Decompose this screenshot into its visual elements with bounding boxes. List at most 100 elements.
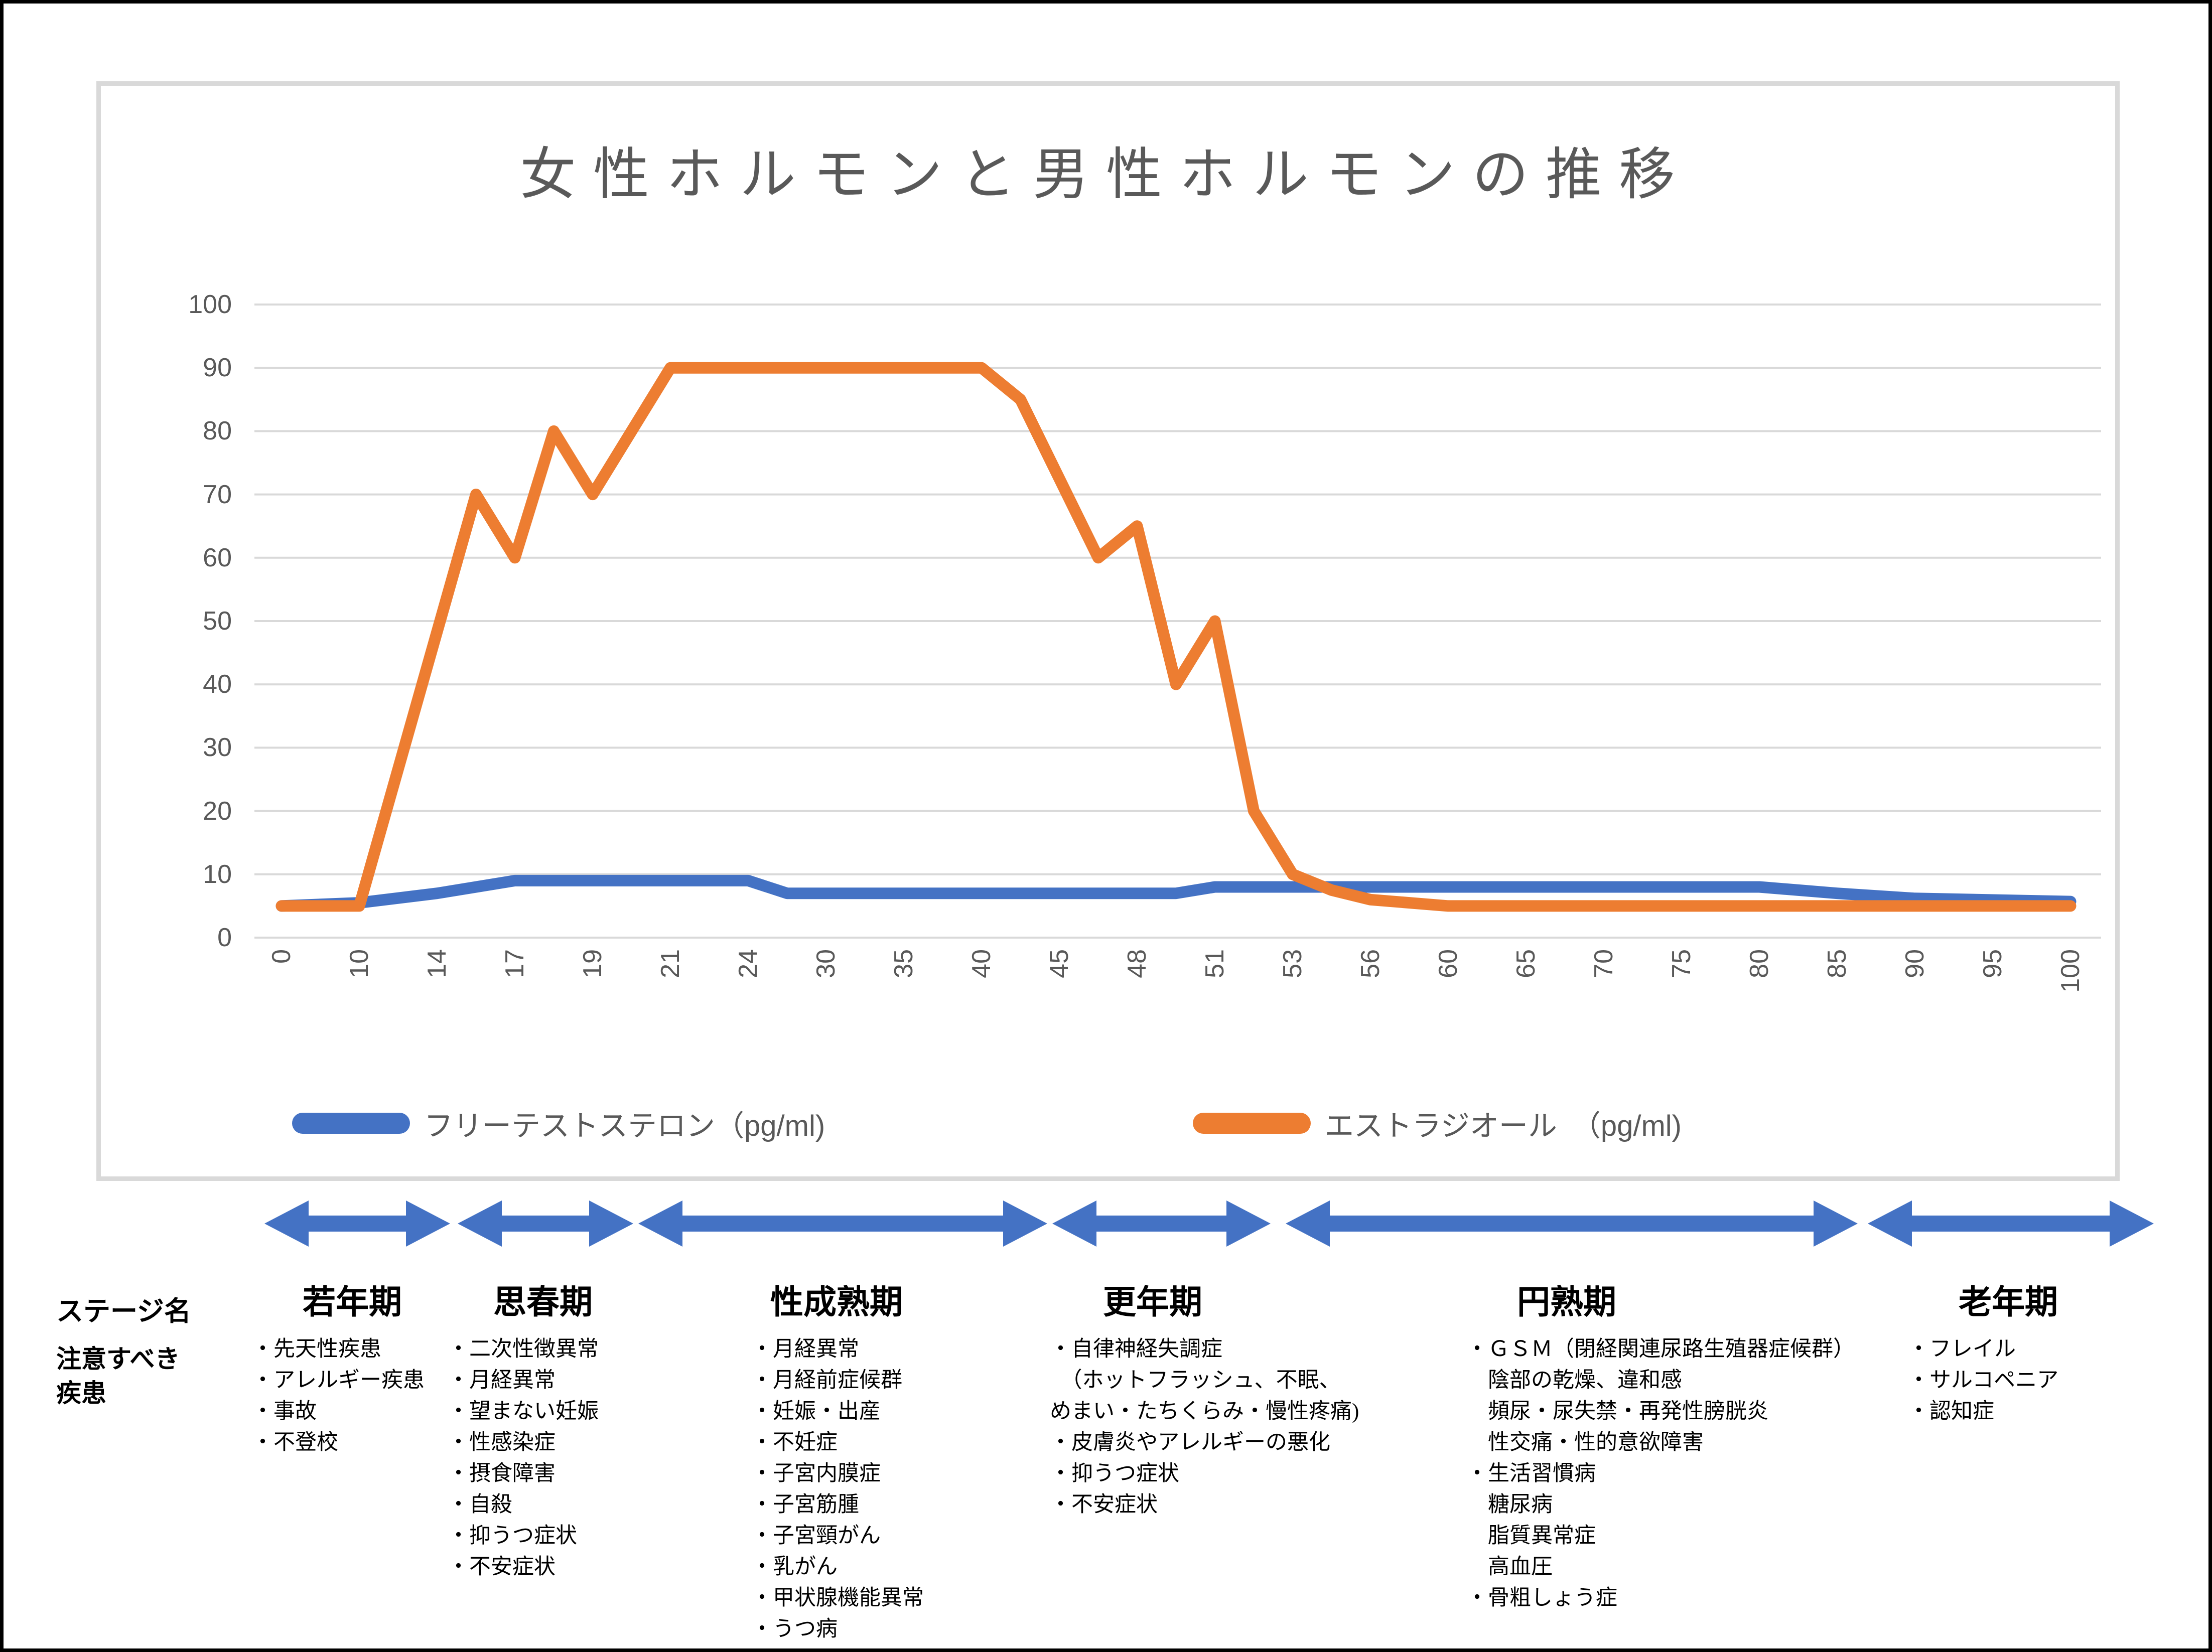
- disease-item: 糖尿病: [1466, 1493, 1553, 1517]
- x-tick-label: 45: [1045, 949, 1074, 978]
- disease-list-4: ・自律神経失調症 （ホットフラッシュ、不眠、 めまい・たちくらみ・慢性疼痛) ・皮膚…: [1050, 1334, 1359, 1521]
- stage-arrow: [1868, 1200, 2154, 1247]
- disease-item: ・事故: [252, 1400, 317, 1423]
- disease-list-2: ・二次性徴異常 ・月経異常・望まない妊娠 ・性感染症・摂食障害・自殺・抑うつ症状 ・不…: [448, 1334, 599, 1583]
- disease-item: ・子宮内膜症: [751, 1462, 881, 1485]
- chart-title: 女性ホルモンと男性ホルモンの推移: [520, 143, 1692, 206]
- x-tick-label: 17: [500, 949, 529, 978]
- chart-card: [96, 81, 2120, 1181]
- disease-item: 高血圧: [1466, 1555, 1553, 1579]
- row-header-diseases-line: 疾患: [56, 1379, 106, 1407]
- disease-item: ・自律神経失調症: [1050, 1337, 1222, 1361]
- disease-item: ・先天性疾患: [252, 1337, 381, 1361]
- y-tick-label: 70: [203, 480, 232, 509]
- disease-item: ・アレルギー疾患: [252, 1369, 425, 1392]
- y-tick-label: 30: [203, 733, 232, 763]
- legend-item-testosterone: フリーテストステロン（pg/ml): [292, 1102, 825, 1144]
- disease-item: 陰部の乾燥、違和感: [1466, 1369, 1682, 1392]
- disease-item: ・皮膚炎やアレルギーの悪化: [1050, 1431, 1330, 1454]
- x-tick-label: 90: [1900, 949, 1929, 978]
- disease-item: ・月経前症候群: [751, 1369, 902, 1392]
- disease-item: （ホットフラッシュ、不眠、: [1050, 1369, 1341, 1392]
- y-tick-label: 0: [217, 923, 232, 952]
- x-tick-label: 60: [1434, 949, 1463, 978]
- x-tick-label: 70: [1589, 949, 1618, 978]
- disease-list-3: ・月経異常・月経前症候群 ・妊娠・出産 ・不妊症・子宮内膜症 ・子宮筋腫・子宮頸がん・…: [751, 1334, 924, 1645]
- disease-item: ・サルコペニア: [1908, 1369, 2059, 1392]
- row-header-diseases: 注意すべき 疾患: [56, 1342, 180, 1410]
- row-header-stage-name: ステージ名: [56, 1296, 191, 1326]
- x-tick-label: 75: [1667, 949, 1696, 978]
- x-tick-label: 85: [1823, 949, 1852, 978]
- disease-item: ・認知症: [1908, 1400, 1994, 1423]
- disease-item: ・子宮頸がん: [751, 1524, 881, 1548]
- disease-item: ・不安症状: [1050, 1493, 1158, 1517]
- disease-item: ・子宮筋腫: [751, 1493, 859, 1517]
- legend-swatch-testosterone: [292, 1113, 410, 1134]
- stage-arrow: [1286, 1200, 1858, 1247]
- disease-item: ・ＧＳＭ（閉経関連尿路生殖器症候群）: [1466, 1337, 1855, 1361]
- disease-item: ・抑うつ症状: [448, 1524, 577, 1548]
- disease-list-1: ・先天性疾患・アレルギー疾患 ・事故・不登校: [252, 1334, 425, 1458]
- x-tick-label: 24: [734, 949, 763, 978]
- disease-item: ・不安症状: [448, 1555, 556, 1579]
- stage-arrow: [1052, 1200, 1271, 1247]
- y-tick-label: 80: [203, 416, 232, 446]
- legend-label-estradiol: エストラジオール （pg/ml): [1325, 1110, 1682, 1142]
- disease-item: ・月経異常: [448, 1369, 556, 1392]
- disease-item: ・骨粗しょう症: [1466, 1586, 1617, 1610]
- disease-item: ・摂食障害: [448, 1462, 556, 1485]
- x-tick-label: 0: [267, 949, 296, 964]
- disease-item: ・性感染症: [448, 1431, 556, 1454]
- stage-name-5: 円熟期: [1517, 1284, 1616, 1321]
- y-tick-label: 10: [203, 859, 232, 889]
- disease-list-5: ・ＧＳＭ（閉経関連尿路生殖器症候群） 陰部の乾燥、違和感 頻尿・尿失禁・再発性膀…: [1466, 1334, 1855, 1614]
- stage-name-4: 更年期: [1103, 1284, 1202, 1321]
- x-tick-label: 35: [889, 949, 918, 978]
- disease-item: ・自殺: [448, 1493, 512, 1517]
- x-tick-label: 65: [1511, 949, 1541, 978]
- disease-item: ・妊娠・出産: [751, 1400, 881, 1423]
- x-tick-label: 40: [967, 949, 996, 978]
- disease-item: ・乳がん: [751, 1555, 838, 1579]
- disease-item: 性交痛・性的意欲障害: [1466, 1431, 1704, 1454]
- x-tick-label: 14: [423, 949, 452, 978]
- stage-arrow: [458, 1200, 633, 1247]
- disease-item: ・望まない妊娠: [448, 1400, 599, 1423]
- stage-arrow: [264, 1200, 450, 1247]
- disease-item: 脂質異常症: [1466, 1524, 1596, 1548]
- x-tick-label: 56: [1356, 949, 1385, 978]
- disease-item: ・不妊症: [751, 1431, 838, 1454]
- stage-arrow: [638, 1200, 1047, 1247]
- legend-label-testosterone: フリーテストステロン（pg/ml): [424, 1110, 825, 1142]
- disease-item: ・生活習慣病: [1466, 1462, 1596, 1485]
- disease-item: ・抑うつ症状: [1050, 1462, 1179, 1485]
- x-tick-label: 19: [578, 949, 607, 978]
- disease-item: めまい・たちくらみ・慢性疼痛): [1050, 1400, 1359, 1423]
- disease-item: ・不登校: [252, 1431, 338, 1454]
- x-tick-label: 21: [656, 949, 685, 978]
- x-tick-label: 51: [1200, 949, 1229, 978]
- y-tick-label: 100: [188, 290, 232, 319]
- stage-name-2: 思春期: [493, 1284, 593, 1321]
- disease-item: 頻尿・尿失禁・再発性膀胱炎: [1466, 1400, 1768, 1423]
- x-tick-label: 95: [1978, 949, 2007, 978]
- legend-swatch-estradiol: [1193, 1113, 1311, 1134]
- disease-item: ・二次性徴異常: [448, 1337, 599, 1361]
- x-tick-label: 48: [1123, 949, 1152, 978]
- y-tick-label: 20: [203, 796, 232, 826]
- x-tick-label: 10: [345, 949, 374, 978]
- stage-name-3: 性成熟期: [770, 1284, 903, 1321]
- x-tick-label: 30: [811, 949, 841, 978]
- disease-item: ・フレイル: [1908, 1337, 2016, 1361]
- legend-item-estradiol: エストラジオール （pg/ml): [1193, 1102, 1682, 1144]
- x-tick-label: 100: [2056, 949, 2085, 993]
- y-tick-label: 90: [203, 353, 232, 383]
- y-tick-label: 40: [203, 670, 232, 699]
- y-tick-label: 50: [203, 607, 232, 636]
- y-tick-label: 60: [203, 543, 232, 572]
- disease-item: ・月経異常: [751, 1337, 859, 1361]
- stage-name-6: 老年期: [1959, 1284, 2058, 1321]
- x-tick-label: 80: [1745, 949, 1774, 978]
